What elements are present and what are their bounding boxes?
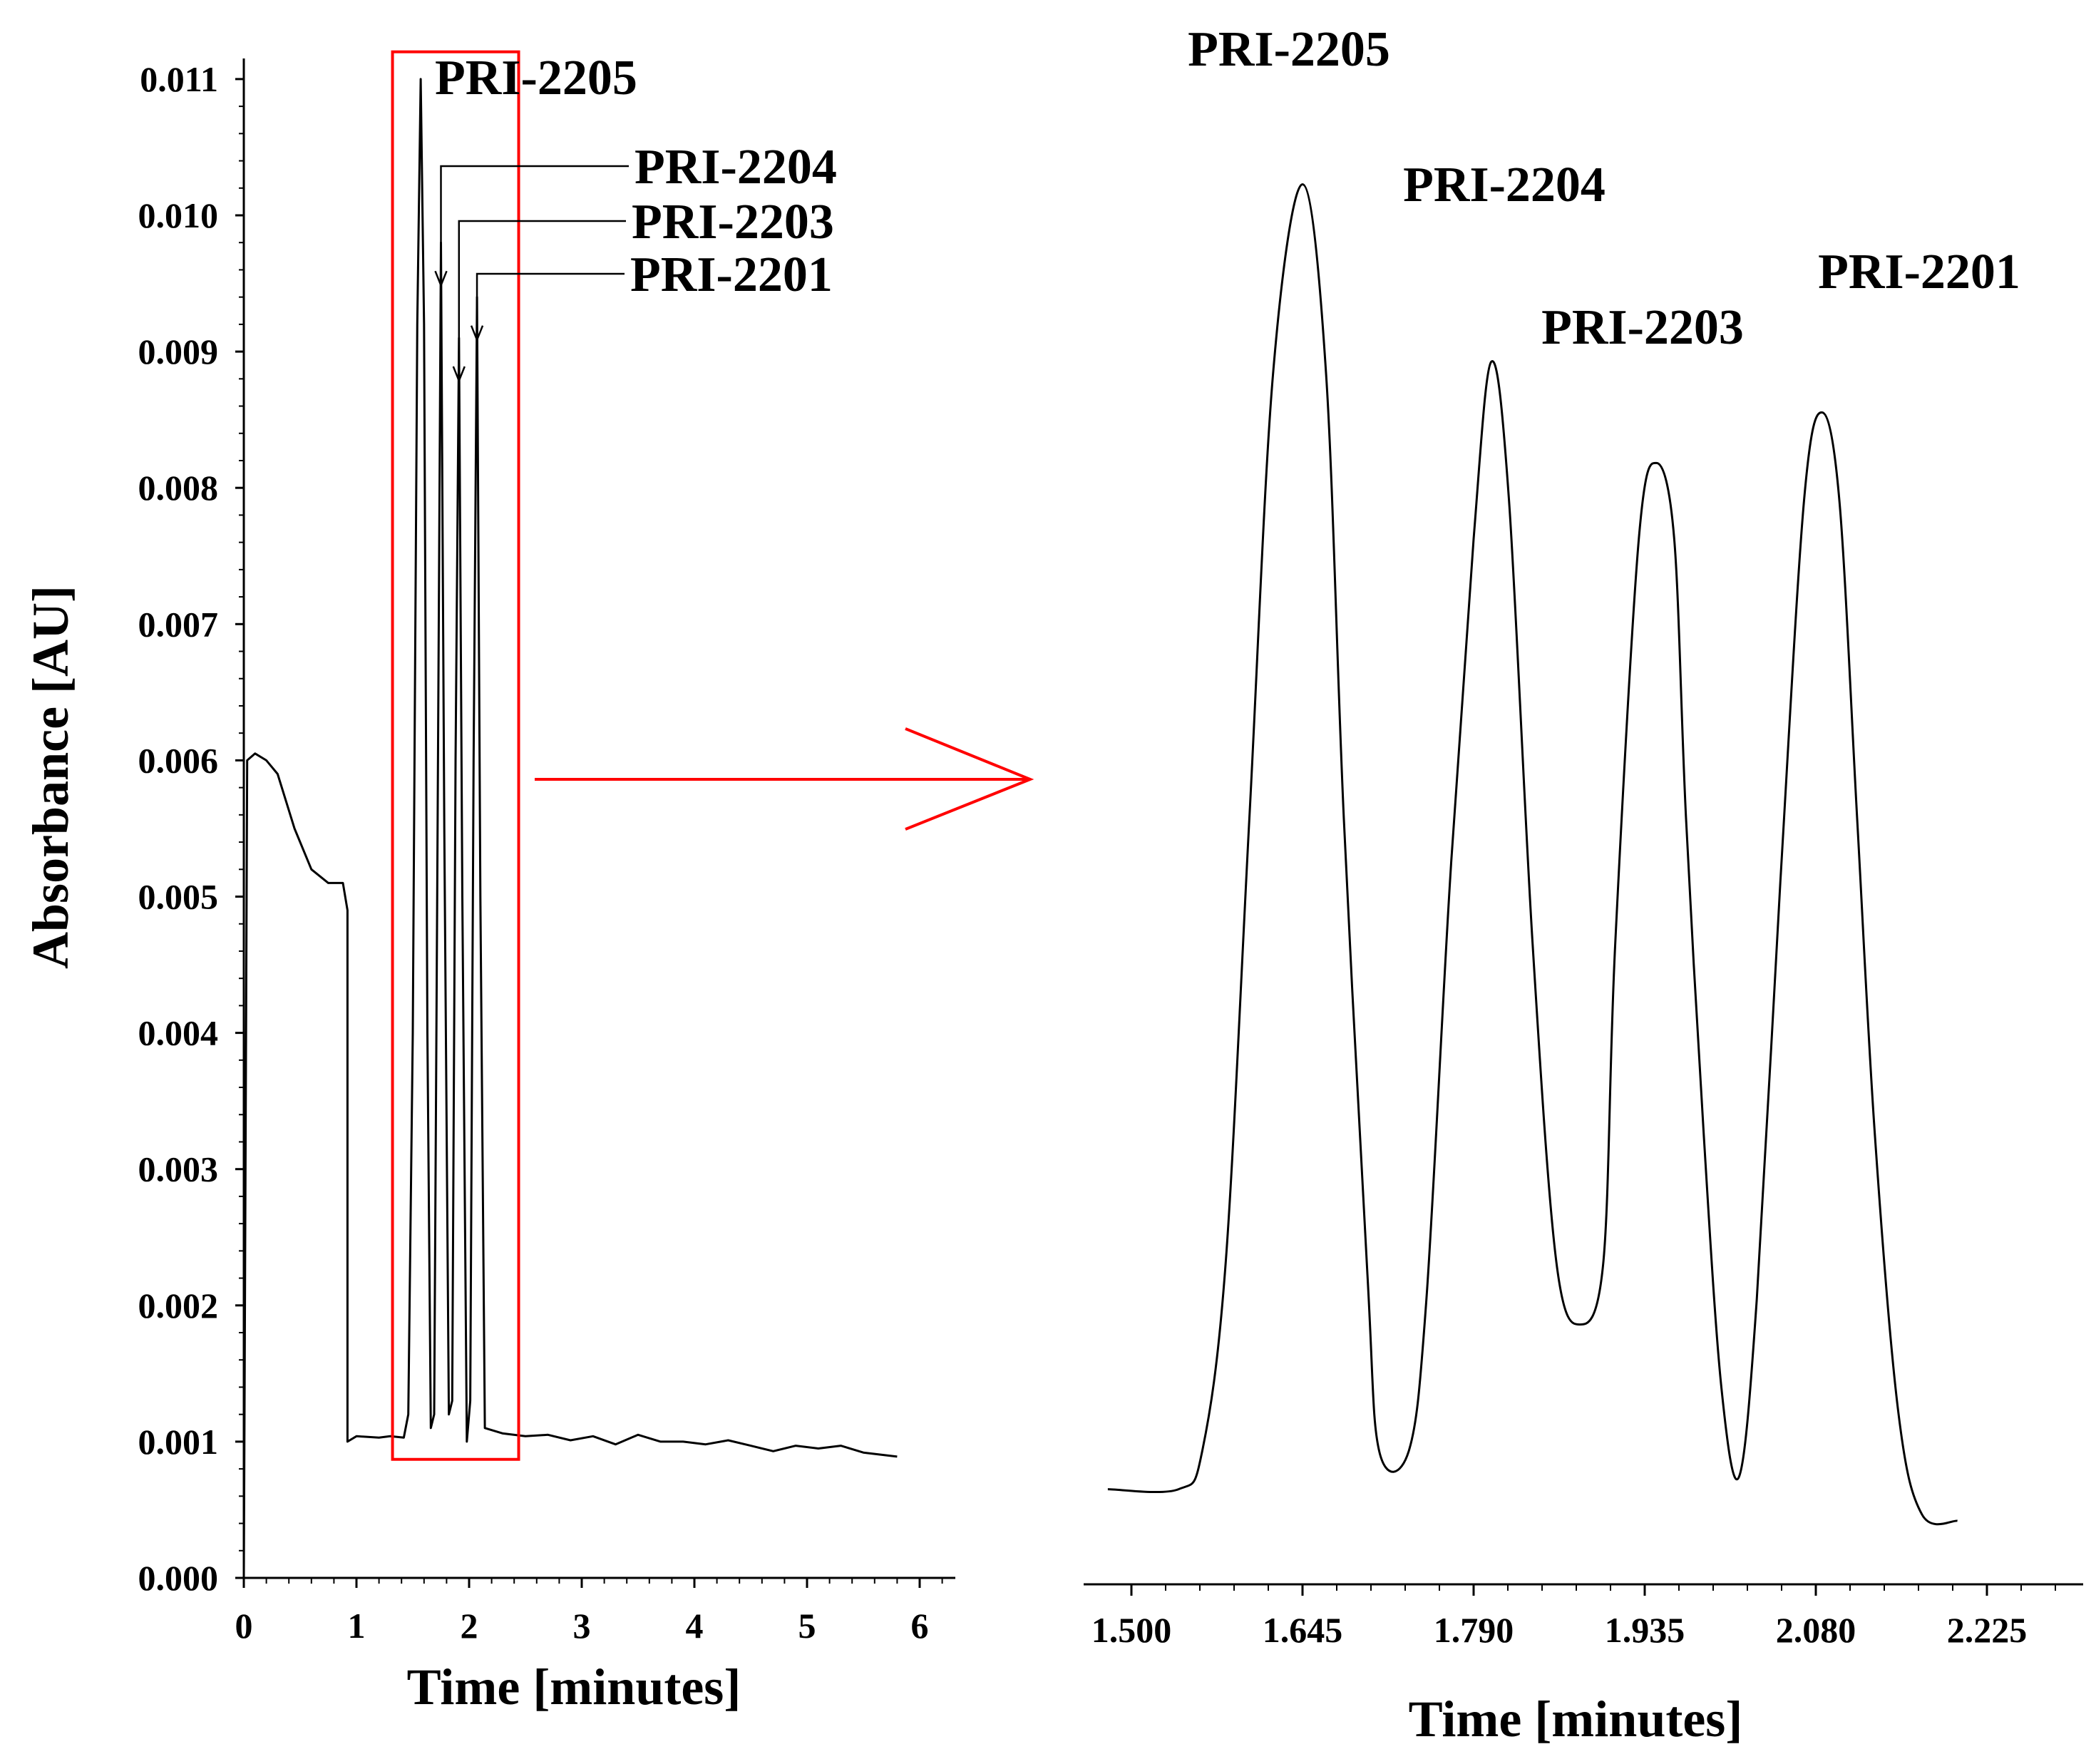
zoomed-peak-label-pri-2205: PRI-2205 <box>1188 22 1390 77</box>
right-x-tick-label: 2.080 <box>1776 1610 1856 1650</box>
left-y-tick-label: 0.006 <box>138 740 219 780</box>
peak-label-pri-2205: PRI-2205 <box>435 51 637 106</box>
left-y-tick-label: 0.001 <box>138 1422 219 1462</box>
peak-label-pri-2203: PRI-2203 <box>632 195 834 250</box>
right-x-tick-label: 1.500 <box>1091 1610 1172 1650</box>
peak-label-pri-2201: PRI-2201 <box>630 247 833 302</box>
left-x-axis-title: Time [minutes] <box>407 1658 741 1716</box>
left-y-tick-label: 0.002 <box>138 1286 219 1325</box>
left-x-tick-label: 2 <box>461 1606 478 1646</box>
right-x-ticks: 1.500 1.645 1.790 1.935 2.080 2.225 <box>1091 1584 2056 1650</box>
peak-callout-line <box>440 165 629 286</box>
left-x-tick-label: 1 <box>348 1606 366 1646</box>
left-x-tick-label: 4 <box>686 1606 704 1646</box>
left-y-tick-label: 0.003 <box>138 1149 219 1189</box>
right-x-tick-label: 1.645 <box>1263 1610 1343 1650</box>
left-y-tick-label: 0.004 <box>138 1013 219 1053</box>
zoomed-peak-label-pri-2201: PRI-2201 <box>1818 245 2020 299</box>
left-y-tick-label: 0.005 <box>138 877 219 917</box>
peak-label-pri-2204: PRI-2204 <box>635 140 837 195</box>
zoomed-peak-labels: PRI-2205 PRI-2204 PRI-2203 PRI-2201 <box>1188 22 2020 355</box>
peak-callout-line <box>476 272 625 340</box>
right-x-tick-label: 1.790 <box>1434 1610 1514 1650</box>
peak-callout-arrowhead <box>470 325 484 343</box>
peak-callout-arrowhead <box>434 270 448 288</box>
left-x-tick-label: 3 <box>573 1606 591 1646</box>
left-y-ticks: 0.000 0.001 0.002 0.003 0.004 0.005 0.006 0.007… <box>138 59 244 1598</box>
full-chromatogram-trace <box>242 78 898 1579</box>
left-y-tick-label: 0.010 <box>138 195 219 235</box>
zoomed-peak-label-pri-2203: PRI-2203 <box>1541 300 1744 355</box>
peak-callout-arrowhead <box>452 366 466 384</box>
right-x-tick-label: 1.935 <box>1605 1610 1685 1650</box>
left-x-tick-label: 5 <box>798 1606 816 1646</box>
peak-callout-line <box>458 220 626 381</box>
zoom-region-box <box>391 50 520 1461</box>
full-chromatogram-panel: 0.000 0.001 0.002 0.003 0.004 0.005 0.006 0.007… <box>22 50 955 1716</box>
left-y-axis-title: Absorbance [AU] <box>22 585 79 969</box>
zoom-arrow <box>535 727 1034 831</box>
left-x-ticks: 0 1 2 3 4 5 6 <box>235 1578 943 1646</box>
zoomed-chromatogram-trace <box>1107 183 1958 1526</box>
left-x-tick-label: 6 <box>911 1606 929 1646</box>
left-y-tick-label: 0.009 <box>138 332 219 371</box>
left-y-tick-label: 0.008 <box>138 468 219 508</box>
left-y-tick-label: 0.011 <box>140 59 218 99</box>
zoomed-peak-label-pri-2204: PRI-2204 <box>1403 158 1606 212</box>
left-y-tick-label: 0.007 <box>138 604 219 644</box>
zoomed-chromatogram-panel: 1.500 1.645 1.790 1.935 2.080 2.225 PRI-2205P… <box>1084 22 2083 1748</box>
zoom-arrow-head <box>905 727 1034 831</box>
right-x-axis-title: Time [minutes] <box>1409 1691 1743 1748</box>
left-y-tick-label: 0.000 <box>138 1558 219 1598</box>
right-x-tick-label: 2.225 <box>1947 1610 2028 1650</box>
left-x-tick-label: 0 <box>235 1606 253 1646</box>
